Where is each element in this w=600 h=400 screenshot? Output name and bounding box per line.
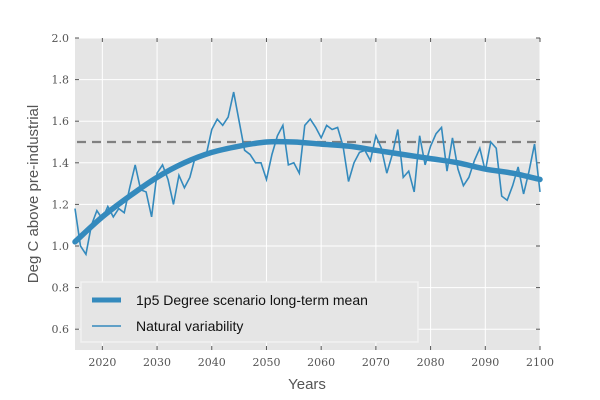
- y-tick-label: 0.8: [52, 282, 70, 295]
- y-tick-label: 1.8: [52, 74, 70, 87]
- legend-box: [80, 281, 419, 343]
- y-axis-label: Deg C above pre-industrial: [25, 105, 42, 283]
- x-tick-label: 2070: [362, 356, 390, 369]
- legend: 1p5 Degree scenario long-term mean Natur…: [80, 281, 419, 343]
- series-long-term-mean: [72, 138, 543, 245]
- legend-label-mean: 1p5 Degree scenario long-term mean: [136, 292, 368, 308]
- y-tick-label: 1.2: [52, 198, 70, 211]
- x-tick-label: 2020: [88, 356, 116, 369]
- y-tick-label: 1.6: [52, 115, 70, 128]
- series-natural-variability: [74, 91, 541, 257]
- y-tick-label: 0.6: [52, 323, 70, 336]
- x-tick-label: 2050: [252, 356, 280, 369]
- x-tick-label: 2090: [471, 356, 499, 369]
- ticks: 2020 2030 2040 2050 2060 2070 2080 2090 2100 0.6 0…: [52, 32, 555, 369]
- x-tick-label: 2080: [417, 356, 445, 369]
- x-axis-label: Years: [288, 376, 326, 393]
- y-tick-label: 1.0: [52, 240, 70, 253]
- x-tick-label: 2040: [198, 356, 226, 369]
- y-tick-label: 2.0: [52, 32, 70, 45]
- x-tick-label: 2030: [143, 356, 171, 369]
- x-tick-label: 2100: [526, 356, 554, 369]
- x-tick-label: 2060: [307, 356, 335, 369]
- y-tick-label: 1.4: [52, 157, 70, 170]
- legend-label-variability: Natural variability: [136, 318, 243, 334]
